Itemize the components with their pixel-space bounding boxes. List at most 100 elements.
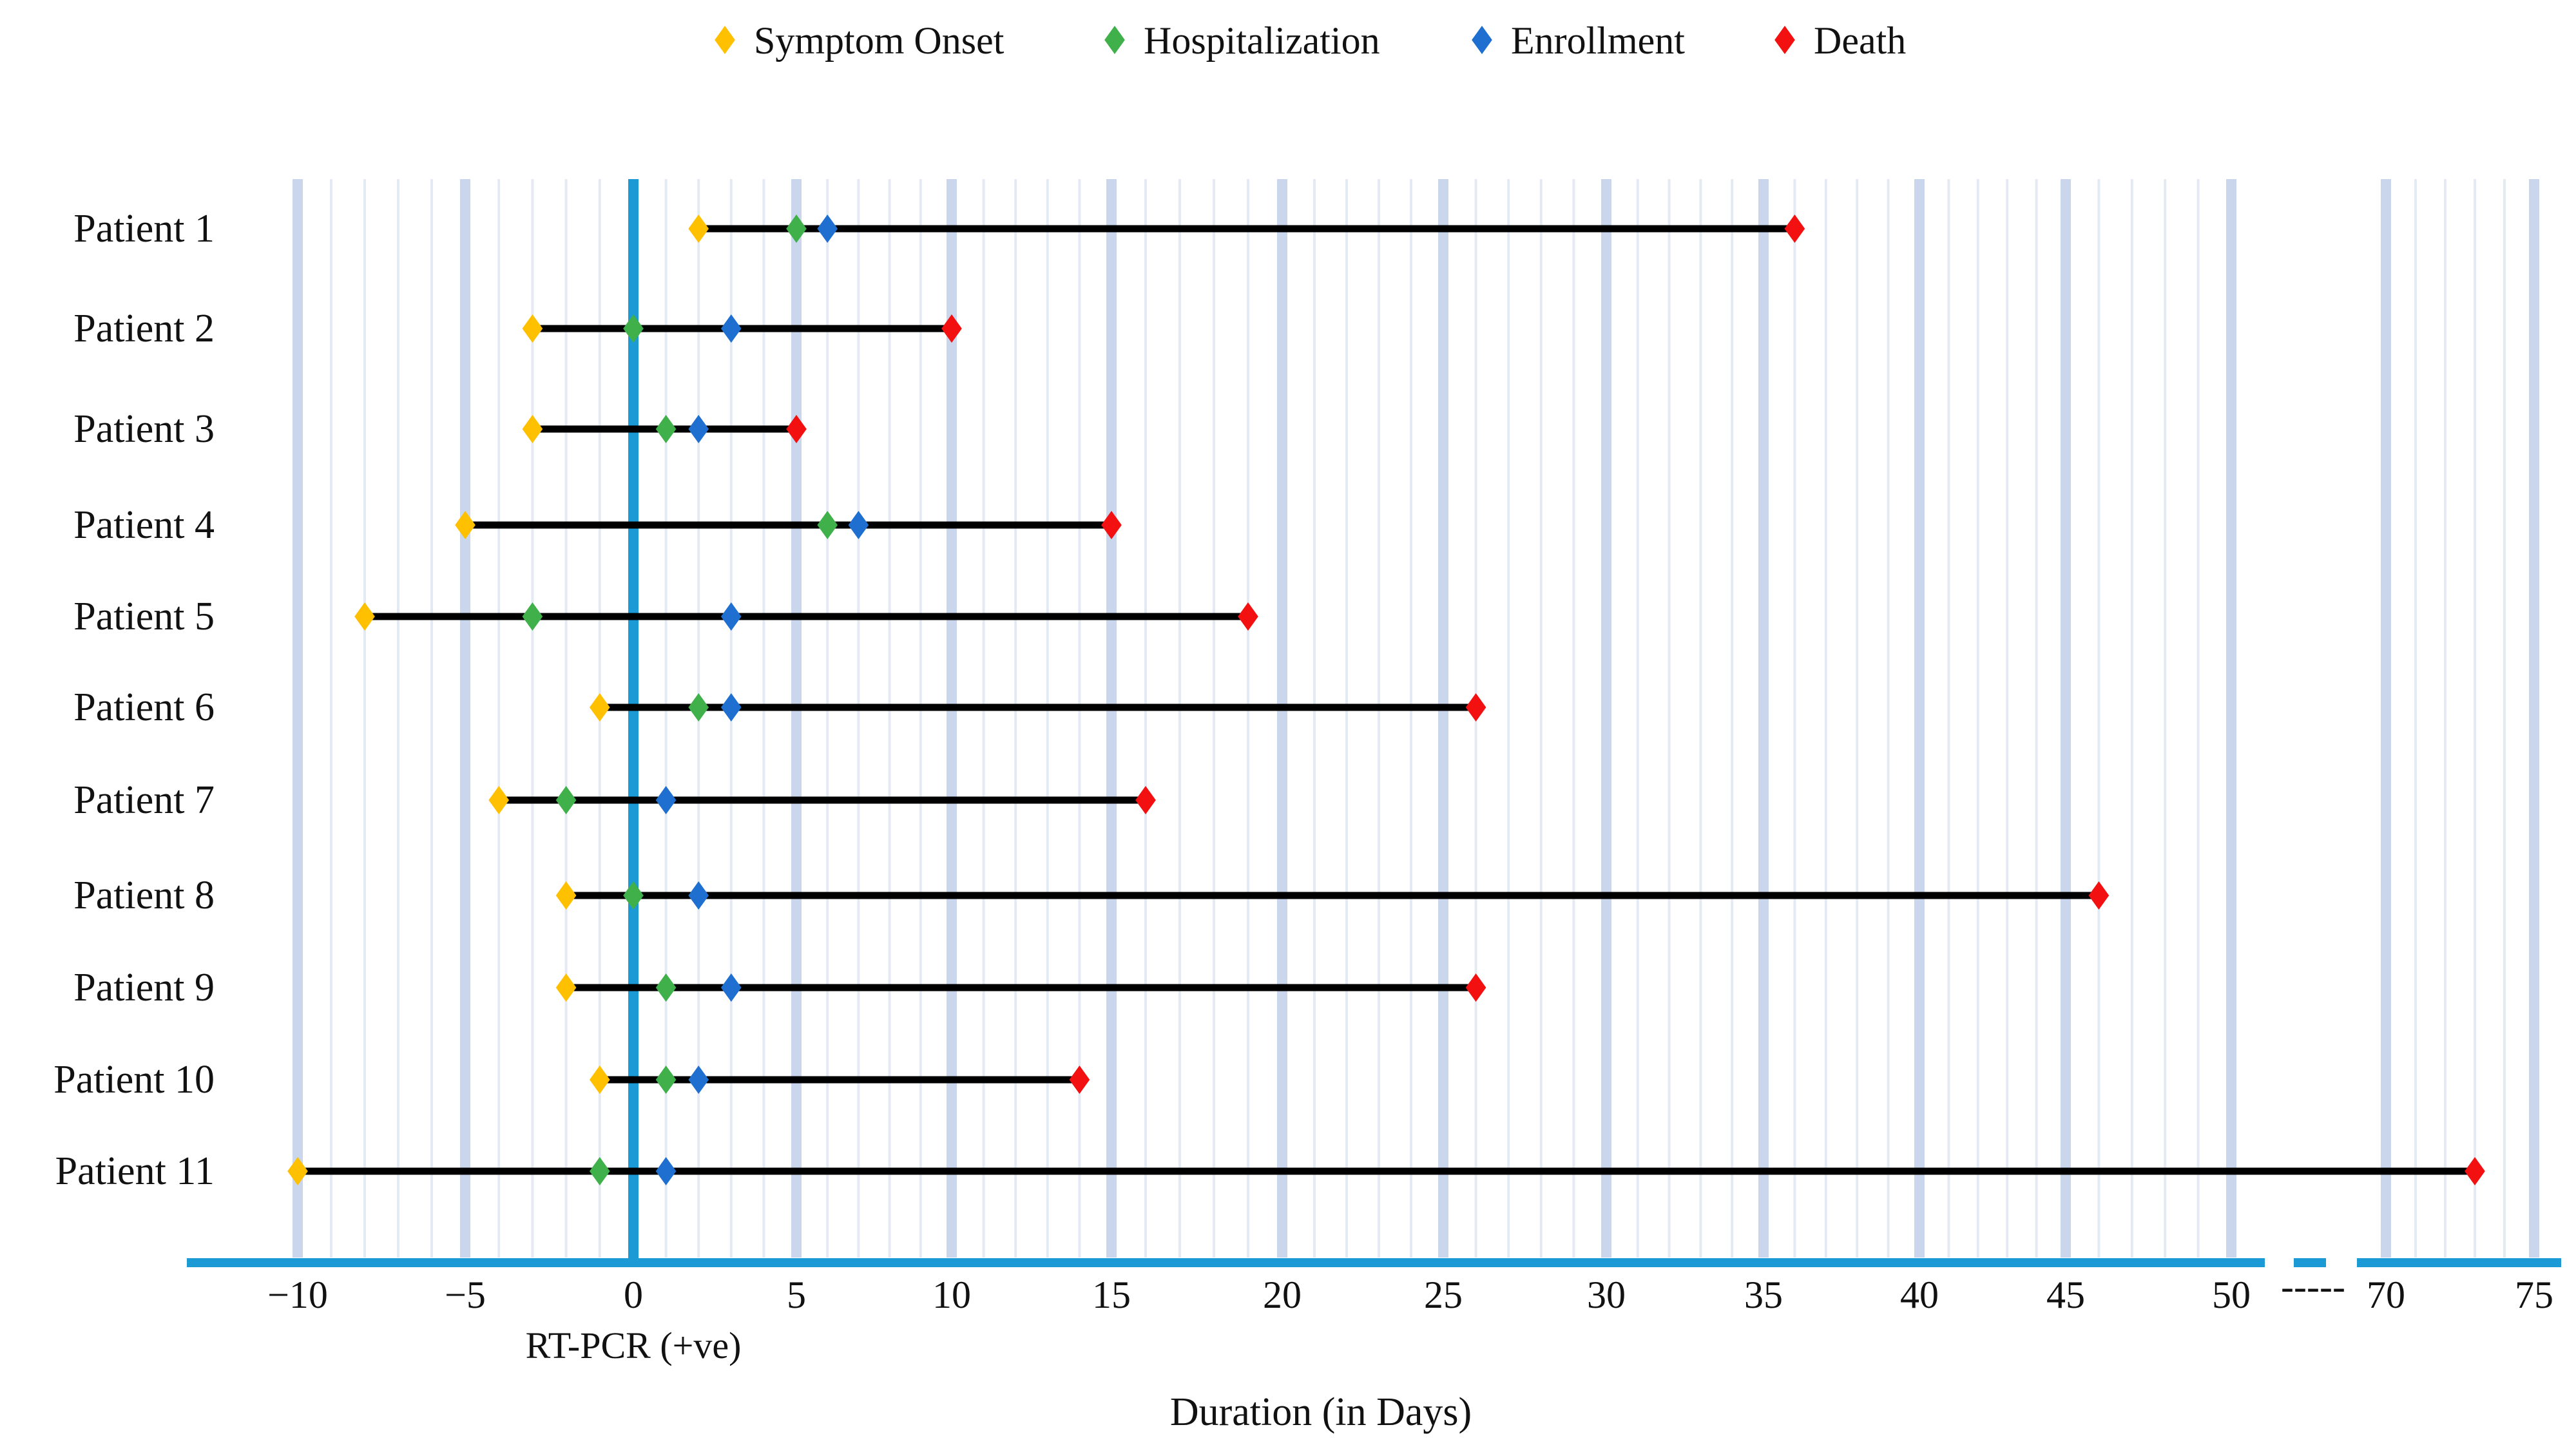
patient-row: Patient 4 [73, 503, 1122, 547]
hospitalization-marker [555, 786, 577, 814]
hospitalization-marker [655, 973, 677, 1002]
axis-break-label: ----- [2281, 1265, 2345, 1308]
patient-label: Patient 11 [55, 1149, 215, 1193]
x-tick-label: 15 [1092, 1274, 1131, 1316]
death-marker [1465, 693, 1486, 722]
death-marker [1135, 786, 1156, 814]
symptom-onset-marker [555, 973, 577, 1002]
x-tick-label: 0 [624, 1274, 643, 1316]
x-tick-label: −10 [267, 1274, 328, 1316]
hospitalization-marker [655, 415, 677, 443]
symptom-onset-marker [589, 693, 610, 722]
patient-label: Patient 1 [73, 207, 215, 251]
patient-label: Patient 6 [73, 685, 215, 729]
x-tick-label: 5 [787, 1274, 806, 1316]
patient-label: Patient 9 [73, 966, 215, 1010]
patient-label: Patient 7 [73, 778, 215, 822]
axis-title: Duration (in Days) [1170, 1390, 1472, 1434]
patient-label: Patient 3 [73, 407, 215, 451]
x-tick-label: 70 [2367, 1274, 2405, 1316]
legend-enroll-marker [1472, 26, 1492, 54]
patient-label: Patient 8 [73, 874, 215, 917]
death-marker [1101, 511, 1122, 539]
enrollment-marker [688, 415, 709, 443]
patient-row: Patient 11 [55, 1149, 2485, 1193]
enrollment-marker [720, 973, 742, 1002]
enrollment-marker [817, 215, 838, 243]
symptom-onset-marker [455, 511, 476, 539]
legend-item: Enrollment [1472, 19, 1685, 62]
patient-row: Patient 9 [73, 966, 1486, 1010]
x-tick-label: 25 [1424, 1274, 1463, 1316]
death-marker [2465, 1157, 2485, 1185]
x-tick-label: 10 [932, 1274, 971, 1316]
x-axis: −10 −5 0 5 10 15 20 25 30 35 40 45 50 70 75 [187, 1258, 2561, 1316]
legend-label: Symptom Onset [754, 19, 1004, 62]
x-tick-label: 20 [1263, 1274, 1302, 1316]
symptom-onset-marker [589, 1066, 610, 1094]
death-marker [1784, 215, 1805, 243]
enrollment-marker [688, 881, 709, 910]
legend-item: Symptom Onset [715, 19, 1004, 62]
enrollment-marker [720, 693, 742, 722]
x-tick-label: 30 [1587, 1274, 1626, 1316]
patient-row: Patient 1 [73, 207, 1805, 251]
legend: Symptom Onset Hospitalization Enrollment De… [715, 19, 1906, 62]
legend-item: Hospitalization [1104, 19, 1380, 62]
x-tick-label: 40 [1900, 1274, 1939, 1316]
x-tick-label: 45 [2046, 1274, 2085, 1316]
patient-row: Patient 7 [73, 778, 1156, 822]
enrollment-marker [688, 1066, 709, 1094]
symptom-onset-marker [688, 215, 709, 243]
death-marker [1238, 602, 1258, 631]
x-tick-label: 50 [2212, 1274, 2251, 1316]
patient-row: Patient 10 [53, 1058, 1090, 1102]
hospitalization-marker [623, 314, 644, 343]
enrollment-marker [655, 1157, 677, 1185]
legend-label: Hospitalization [1144, 19, 1380, 62]
patient-row: Patient 8 [73, 874, 2110, 917]
patient-row: Patient 3 [73, 407, 807, 451]
enrollment-marker [655, 786, 677, 814]
enrollment-marker [720, 602, 742, 631]
hospitalization-marker [786, 215, 807, 243]
patient-row: Patient 6 [73, 685, 1486, 729]
legend-label: Death [1814, 19, 1906, 62]
hospitalization-marker [655, 1066, 677, 1094]
death-marker [786, 415, 807, 443]
symptom-onset-marker [287, 1157, 308, 1185]
hospitalization-marker [589, 1157, 610, 1185]
hospitalization-marker [623, 881, 644, 910]
patient-label: Patient 5 [73, 595, 215, 638]
symptom-onset-marker [522, 314, 543, 343]
death-marker [1465, 973, 1486, 1002]
legend-onset-marker [715, 26, 735, 54]
legend-label: Enrollment [1511, 19, 1685, 62]
legend-hosp-marker [1104, 26, 1125, 54]
legend-item: Death [1774, 19, 1906, 62]
symptom-onset-marker [354, 602, 375, 631]
death-marker [941, 314, 962, 343]
patient-label: Patient 2 [73, 307, 215, 350]
patient-row: Patient 5 [73, 595, 1258, 638]
patient-row: Patient 2 [73, 307, 962, 350]
death-marker [1069, 1066, 1090, 1094]
x-tick-label: 75 [2515, 1274, 2553, 1316]
x-tick-label: 35 [1744, 1274, 1783, 1316]
patient-rows: Patient 1 Patient 2 Patient 3 Patient 4 Pati… [53, 207, 2485, 1193]
hospitalization-marker [688, 693, 709, 722]
death-marker [2088, 881, 2110, 910]
x-tick-label: −5 [445, 1274, 486, 1316]
symptom-onset-marker [488, 786, 510, 814]
patient-label: Patient 4 [73, 503, 215, 547]
hospitalization-marker [522, 602, 543, 631]
legend-death-marker [1774, 26, 1795, 54]
symptom-onset-marker [522, 415, 543, 443]
enrollment-marker [720, 314, 742, 343]
patient-label: Patient 10 [53, 1058, 215, 1102]
hospitalization-marker [817, 511, 838, 539]
symptom-onset-marker [555, 881, 577, 910]
enrollment-marker [848, 511, 869, 539]
rt-pcr-label: RT-PCR (+ve) [526, 1325, 742, 1366]
